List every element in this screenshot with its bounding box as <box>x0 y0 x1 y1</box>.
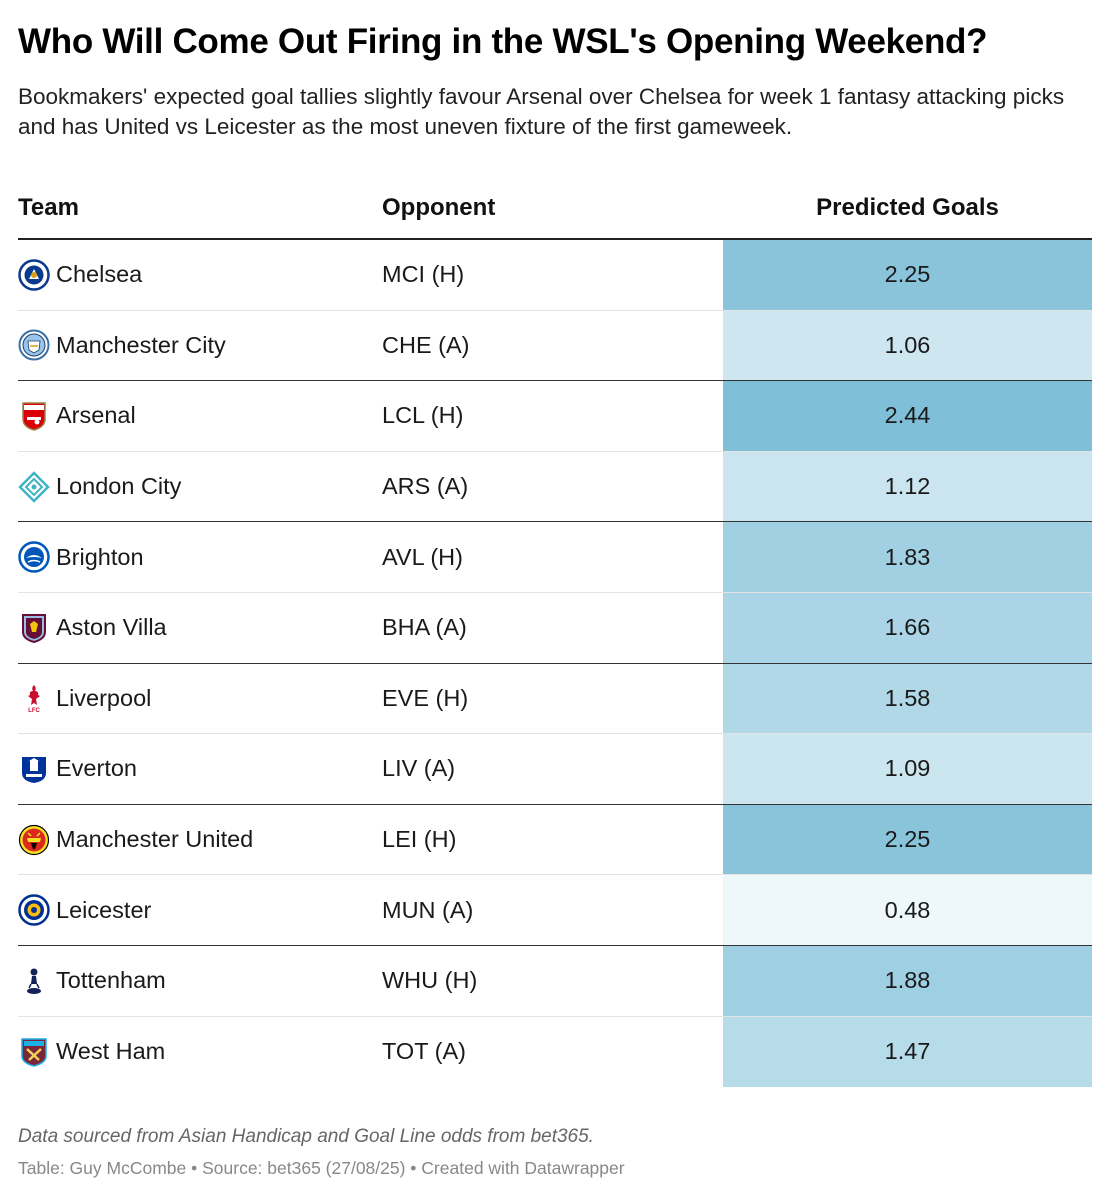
opponent-cell: LEI (H) <box>382 826 457 853</box>
table-row: Arsenal LCL (H) 2.44 <box>18 381 1092 452</box>
table-row: LFC Liverpool EVE (H) 1.58 <box>18 663 1092 735</box>
column-header-team[interactable]: Team <box>18 194 79 221</box>
predicted-goals-cell: 1.58 <box>723 663 1092 734</box>
team-name: Arsenal <box>56 402 136 429</box>
table-row: Manchester City CHE (A) 1.06 <box>18 310 1092 382</box>
brighton-crest-icon <box>18 541 50 573</box>
team-name: Chelsea <box>56 261 143 288</box>
svg-text:LFC: LFC <box>28 708 40 714</box>
team-name: Aston Villa <box>56 614 167 641</box>
predicted-goals-cell: 1.09 <box>723 734 1092 804</box>
chelsea-crest-icon <box>18 259 50 291</box>
arsenal-crest-icon <box>18 400 50 432</box>
opponent-cell: MCI (H) <box>382 261 465 288</box>
west-ham-crest-icon <box>18 1036 50 1068</box>
team-cell: West Ham <box>18 1017 165 1088</box>
table-row: Manchester United LEI (H) 2.25 <box>18 804 1092 876</box>
team-cell: Aston Villa <box>18 593 167 663</box>
table-row: Aston Villa BHA (A) 1.66 <box>18 592 1092 664</box>
predicted-goals-cell: 1.83 <box>723 522 1092 592</box>
predicted-goals-cell: 1.66 <box>723 592 1092 663</box>
predicted-goals-cell: 0.48 <box>723 875 1092 945</box>
team-cell: London City <box>18 452 181 522</box>
predicted-goals-cell: 1.47 <box>723 1016 1092 1088</box>
opponent-cell: BHA (A) <box>382 614 467 641</box>
chart-subtitle: Bookmakers' expected goal tallies slight… <box>18 84 1065 139</box>
team-name: London City <box>56 473 182 500</box>
column-header-predicted-goals[interactable]: Predicted Goals <box>816 194 999 221</box>
team-cell: Tottenham <box>18 946 166 1016</box>
predicted-goals-cell: 2.25 <box>723 804 1092 875</box>
table-row: Leicester MUN (A) 0.48 <box>18 875 1092 946</box>
table-row: West Ham TOT (A) 1.47 <box>18 1016 1092 1088</box>
team-name: Everton <box>56 755 137 782</box>
team-cell: Manchester United <box>18 805 253 875</box>
aston-villa-crest-icon <box>18 612 50 644</box>
opponent-cell: WHU (H) <box>382 967 478 994</box>
leicester-crest-icon <box>18 894 50 926</box>
team-cell: Manchester City <box>18 311 226 381</box>
team-cell: Leicester <box>18 875 151 945</box>
opponent-cell: TOT (A) <box>382 1038 466 1065</box>
table-body: Chelsea MCI (H) 2.25 Manchester City CHE (A)… <box>18 240 1092 1088</box>
table-header: Team Opponent Predicted Goals <box>18 186 1092 240</box>
team-cell: LFC Liverpool <box>18 664 151 734</box>
team-cell: Brighton <box>18 522 144 592</box>
tottenham-crest-icon <box>18 965 50 997</box>
chart-title: Who Will Come Out Firing in the WSL's Op… <box>18 22 988 61</box>
predicted-goals-cell: 2.25 <box>723 240 1092 310</box>
team-name: Brighton <box>56 543 144 570</box>
table-row: Tottenham WHU (H) 1.88 <box>18 945 1092 1017</box>
opponent-cell: EVE (H) <box>382 684 469 711</box>
opponent-cell: LIV (A) <box>382 755 456 782</box>
table-row: Everton LIV (A) 1.09 <box>18 734 1092 805</box>
team-cell: Chelsea <box>18 240 142 310</box>
opponent-cell: LCL (H) <box>382 402 464 429</box>
column-header-opponent[interactable]: Opponent <box>382 194 496 221</box>
team-name: West Ham <box>56 1038 166 1065</box>
team-name: Liverpool <box>56 684 152 711</box>
table-row: London City ARS (A) 1.12 <box>18 451 1092 523</box>
table-row: Chelsea MCI (H) 2.25 <box>18 240 1092 311</box>
predicted-goals-cell: 2.44 <box>723 381 1092 451</box>
manchester-city-crest-icon <box>18 329 50 361</box>
team-cell: Everton <box>18 734 137 804</box>
team-cell: Arsenal <box>18 381 136 451</box>
everton-crest-icon <box>18 753 50 785</box>
predicted-goals-cell: 1.06 <box>723 310 1092 381</box>
opponent-cell: MUN (A) <box>382 896 474 923</box>
team-name: Tottenham <box>56 967 166 994</box>
manchester-united-crest-icon <box>18 824 50 856</box>
chart-notes: Data sourced from Asian Handicap and Goa… <box>18 1126 594 1147</box>
chart-credit: Table: Guy McCombe • Source: bet365 (27/… <box>18 1158 625 1178</box>
opponent-cell: ARS (A) <box>382 473 469 500</box>
team-name: Manchester United <box>56 826 254 853</box>
predicted-goals-cell: 1.88 <box>723 945 1092 1016</box>
opponent-cell: CHE (A) <box>382 331 470 358</box>
team-name: Leicester <box>56 896 152 923</box>
london-city-crest-icon <box>18 470 50 503</box>
liverpool-crest-icon: LFC <box>18 682 50 714</box>
table-row: Brighton AVL (H) 1.83 <box>18 522 1092 593</box>
opponent-cell: AVL (H) <box>382 543 463 570</box>
team-name: Manchester City <box>56 331 226 358</box>
predicted-goals-cell: 1.12 <box>723 451 1092 522</box>
